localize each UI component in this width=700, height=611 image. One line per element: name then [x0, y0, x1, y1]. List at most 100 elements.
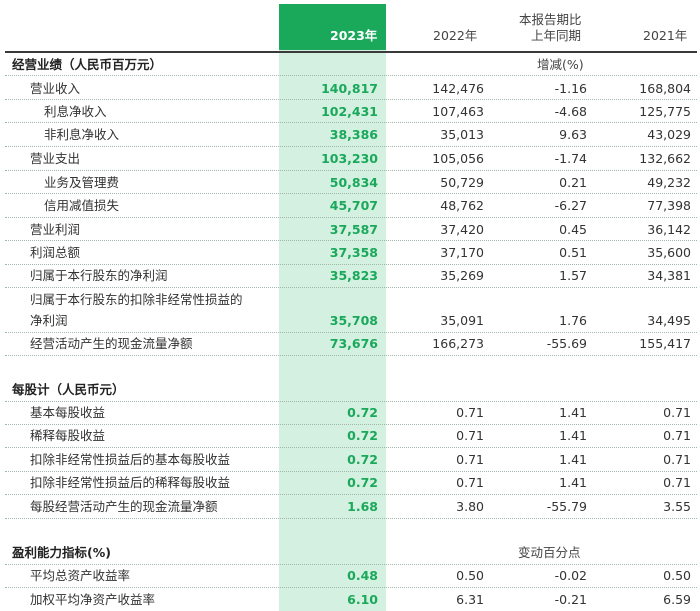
- header-band-2023: [279, 4, 386, 50]
- value-2023: 1.68: [347, 499, 378, 514]
- value-2021: 0.50: [663, 568, 691, 583]
- row-divider: [5, 240, 697, 241]
- row-label: 基本每股收益: [30, 405, 106, 420]
- change-unit-profitability: 变动百分点: [518, 545, 581, 560]
- value-2021: 125,775: [639, 104, 691, 119]
- value-2022: 48,762: [440, 198, 484, 213]
- row-label: 信用减值损失: [44, 198, 120, 213]
- value-2022: 3.80: [456, 499, 484, 514]
- value-2022: 0.50: [456, 568, 484, 583]
- value-change: 1.41: [559, 428, 587, 443]
- row-divider: [5, 99, 697, 100]
- value-2023: 73,676: [329, 336, 378, 351]
- row-divider: [5, 401, 697, 402]
- value-2021: 0.71: [663, 405, 691, 420]
- value-2022: 37,420: [440, 222, 484, 237]
- row-label: 稀释每股收益: [30, 428, 106, 443]
- header-change-line2: 上年同期: [531, 28, 582, 43]
- section-title-profitability: 盈利能力指标(%): [12, 545, 111, 560]
- header-change-line1: 本报告期比: [519, 12, 582, 27]
- value-2022: 142,476: [432, 81, 484, 96]
- value-change: 9.63: [559, 127, 587, 142]
- row-divider: [5, 424, 697, 425]
- value-2021: 35,600: [647, 245, 691, 260]
- value-2023: 0.72: [347, 475, 378, 490]
- value-2023: 0.48: [347, 568, 378, 583]
- row-divider: [5, 494, 697, 495]
- row-label: 平均总资产收益率: [30, 568, 131, 583]
- value-2021: 132,662: [639, 151, 691, 166]
- header-2021: 2021年: [643, 28, 688, 43]
- value-2021: 168,804: [639, 81, 691, 96]
- value-2021: 34,381: [647, 268, 691, 283]
- value-change: -1.16: [554, 81, 587, 96]
- value-change: -0.21: [554, 592, 587, 607]
- value-2021: 0.71: [663, 475, 691, 490]
- row-divider: [5, 75, 697, 76]
- row-label: 营业收入: [30, 81, 81, 96]
- value-2023: 0.72: [347, 405, 378, 420]
- row-label: 营业利润: [30, 222, 81, 237]
- value-change: -55.79: [546, 499, 587, 514]
- header-2023: 2023年: [330, 28, 378, 43]
- value-2021: 34,495: [647, 313, 691, 328]
- value-change: -6.27: [554, 198, 587, 213]
- row-divider: [5, 264, 697, 265]
- highlight-column-2023: [279, 4, 386, 611]
- row-label: 经营活动产生的现金流量净额: [30, 336, 193, 351]
- value-2023: 35,708: [329, 313, 378, 328]
- value-2022: 107,463: [432, 104, 484, 119]
- value-change: 1.41: [559, 405, 587, 420]
- row-label: 扣除非经常性损益后的基本每股收益: [30, 452, 231, 467]
- value-change: 0.51: [559, 245, 587, 260]
- row-divider: [5, 217, 697, 218]
- value-2022: 105,056: [432, 151, 484, 166]
- row-divider: [5, 193, 697, 194]
- value-2023: 37,358: [329, 245, 378, 260]
- header-2022: 2022年: [433, 28, 478, 43]
- value-2022: 0.71: [456, 452, 484, 467]
- row-divider: [5, 447, 697, 448]
- value-change: 1.41: [559, 475, 587, 490]
- value-2021: 3.55: [663, 499, 691, 514]
- row-label: 利息净收入: [44, 104, 107, 119]
- value-2022: 35,269: [440, 268, 484, 283]
- value-2021: 0.71: [663, 428, 691, 443]
- row-divider: [5, 146, 697, 147]
- value-2021: 49,232: [647, 175, 691, 190]
- value-2023: 35,823: [329, 268, 378, 283]
- value-2021: 155,417: [639, 336, 691, 351]
- value-2023: 50,834: [329, 175, 378, 190]
- row-divider: [5, 287, 697, 288]
- value-2022: 35,013: [440, 127, 484, 142]
- value-2022: 37,170: [440, 245, 484, 260]
- value-2023: 6.10: [347, 592, 378, 607]
- value-2022: 6.31: [456, 592, 484, 607]
- row-label: 加权平均净资产收益率: [30, 592, 156, 607]
- row-divider: [5, 122, 697, 123]
- value-change: -0.02: [554, 568, 587, 583]
- value-change: 1.76: [559, 313, 587, 328]
- value-2023: 102,431: [321, 104, 378, 119]
- value-2023: 45,707: [329, 198, 378, 213]
- row-label: 归属于本行股东的净利润: [30, 268, 168, 283]
- value-2021: 36,142: [647, 222, 691, 237]
- row-divider: [5, 355, 697, 356]
- row-divider: [5, 518, 697, 519]
- value-change: 1.41: [559, 452, 587, 467]
- value-2023: 37,587: [329, 222, 378, 237]
- row-divider: [5, 564, 697, 565]
- value-change: -55.69: [546, 336, 587, 351]
- value-change: 0.45: [559, 222, 587, 237]
- value-2022: 0.71: [456, 405, 484, 420]
- row-divider: [5, 332, 697, 333]
- value-2021: 6.59: [663, 592, 691, 607]
- value-2023: 38,386: [329, 127, 378, 142]
- value-2023: 0.72: [347, 428, 378, 443]
- value-change: 1.57: [559, 268, 587, 283]
- section-title-performance: 经营业绩（人民币百万元）: [12, 57, 163, 72]
- value-2021: 43,029: [647, 127, 691, 142]
- value-2022: 0.71: [456, 428, 484, 443]
- value-2023: 0.72: [347, 452, 378, 467]
- value-2022: 0.71: [456, 475, 484, 490]
